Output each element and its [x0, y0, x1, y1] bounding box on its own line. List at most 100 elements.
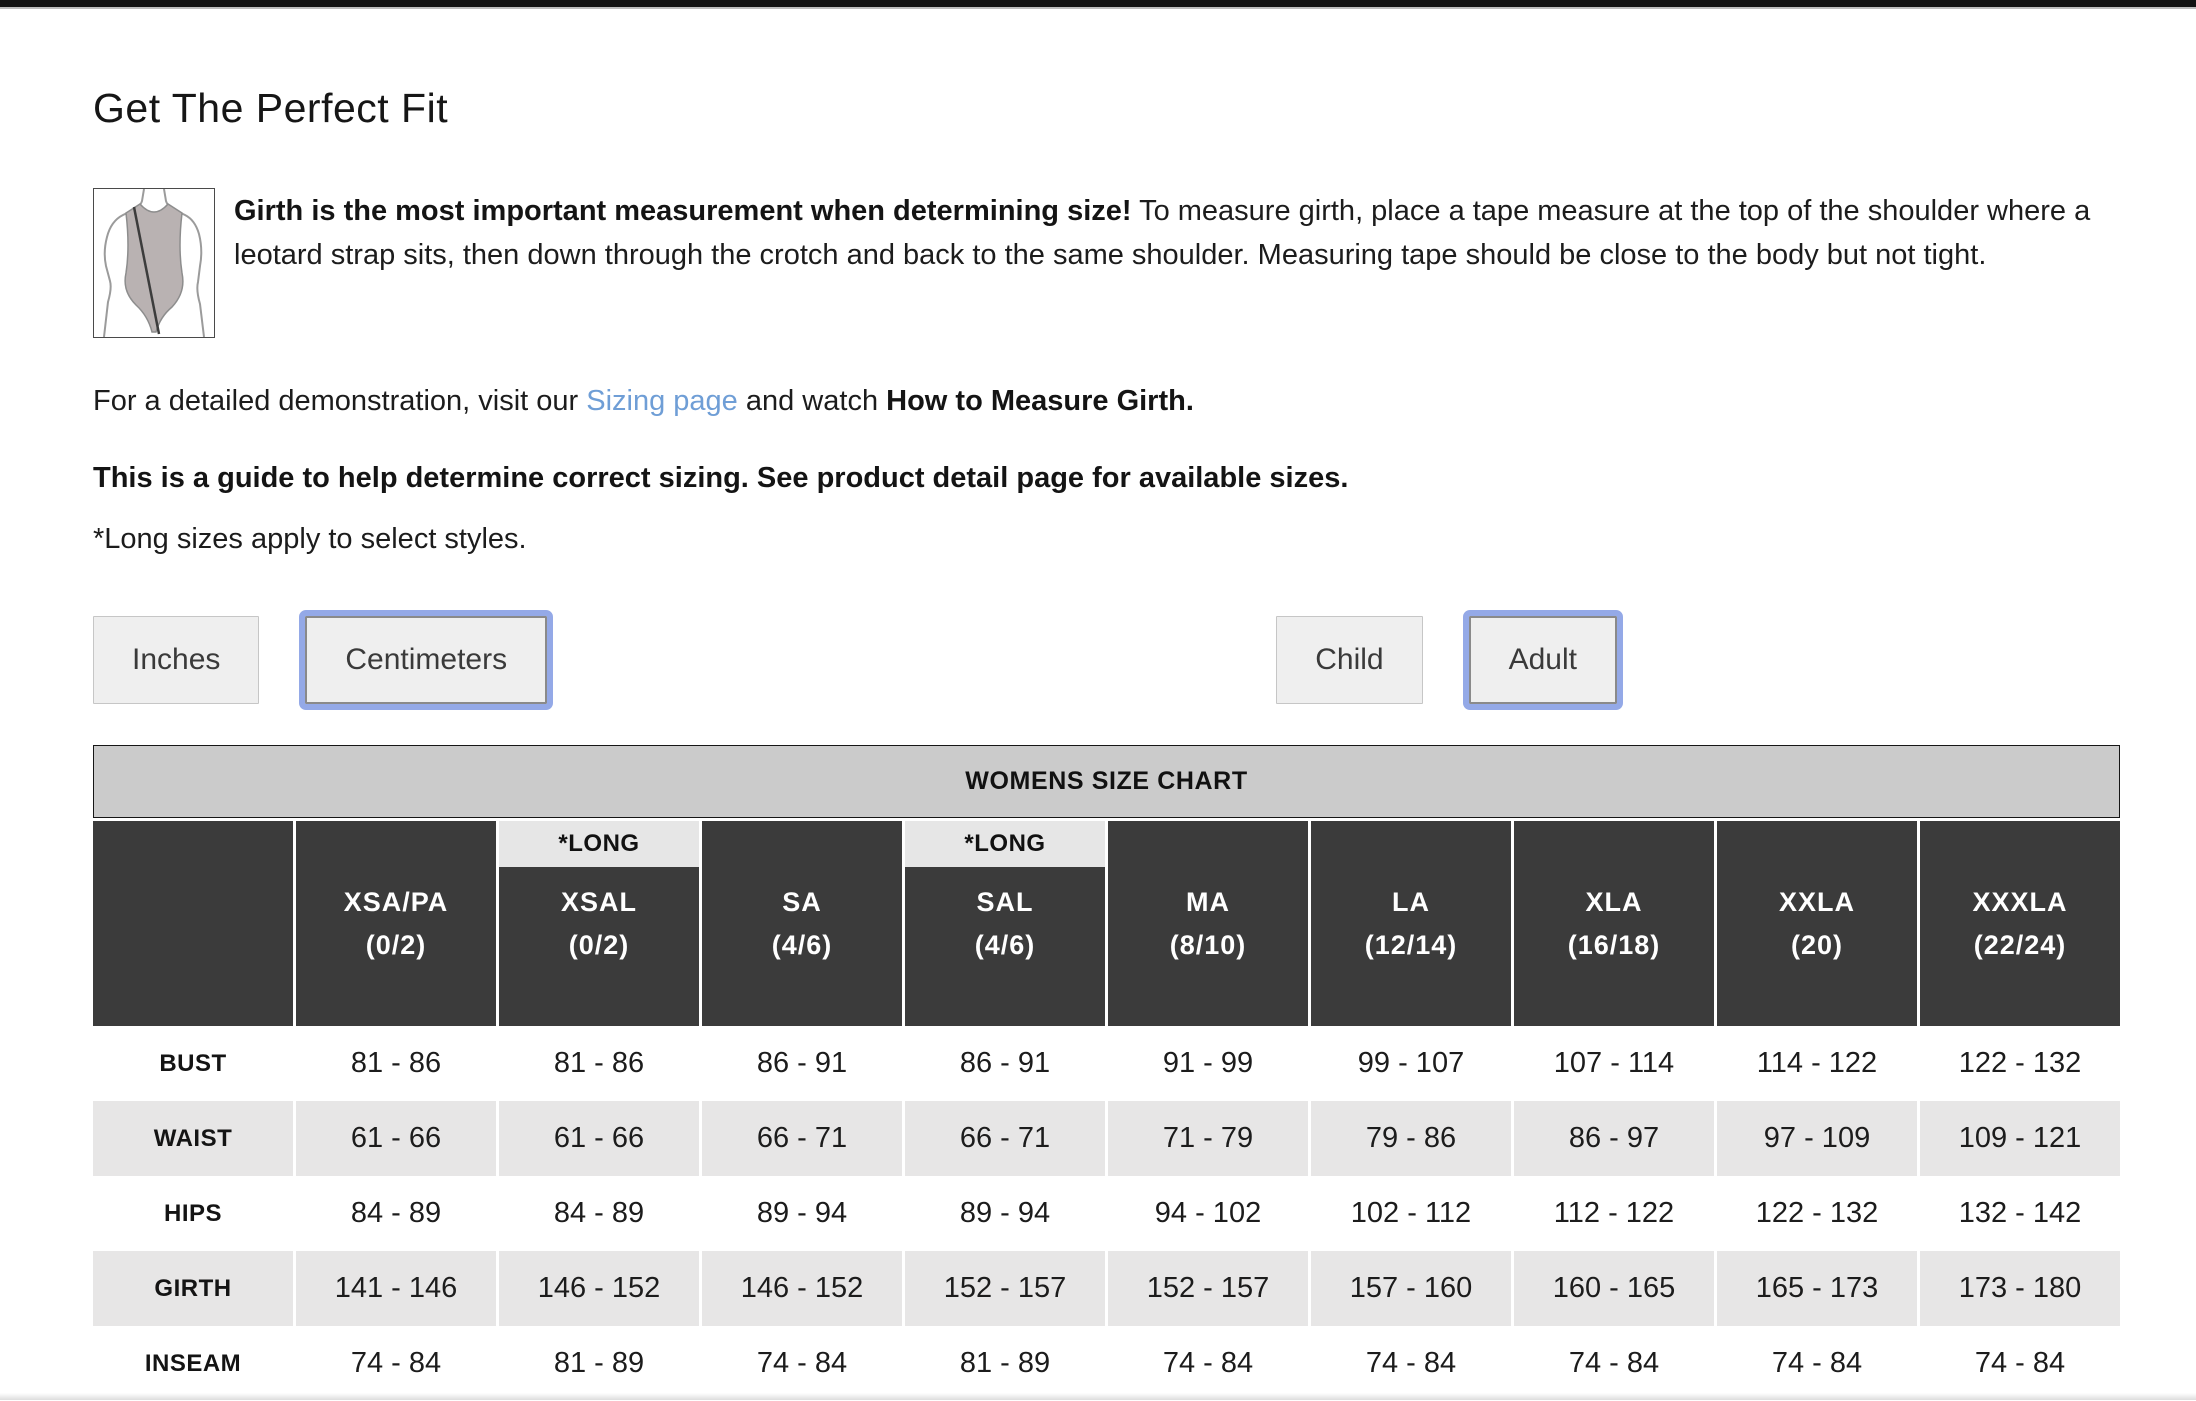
girth-intro-rest: To measure girth, place a tape measure a…	[234, 195, 2091, 271]
column-header-xxla: XXLA (20)	[1717, 821, 1917, 1026]
size-cell: 122 - 132	[1920, 1026, 2120, 1101]
column-header-sa: SA (4/6)	[702, 821, 902, 1026]
size-cell: 74 - 84	[1514, 1326, 1714, 1401]
size-cell: 84 - 89	[296, 1176, 496, 1251]
unit-toggle-group: Inches Centimeters	[93, 610, 554, 710]
top-nav-edge	[0, 0, 2196, 9]
column-size-range: (20)	[1790, 929, 1843, 960]
column-name: MA	[1186, 886, 1230, 917]
column-header-xsal: *LONG XSAL (0/2)	[499, 821, 699, 1026]
size-cell: 122 - 132	[1717, 1176, 1917, 1251]
girth-intro-section: Girth is the most important measurement …	[93, 188, 2120, 338]
size-cell: 94 - 102	[1108, 1176, 1308, 1251]
size-cell: 107 - 114	[1514, 1026, 1714, 1101]
size-cell: 81 - 89	[499, 1326, 699, 1401]
long-sizes-tag: *LONG	[499, 821, 699, 867]
size-cell: 114 - 122	[1717, 1026, 1917, 1101]
size-cell: 66 - 71	[702, 1101, 902, 1176]
girth-intro-text: Girth is the most important measurement …	[234, 188, 2099, 338]
size-cell: 89 - 94	[702, 1176, 902, 1251]
page-title: Get The Perfect Fit	[93, 85, 449, 131]
column-name: XSA/PA	[343, 886, 449, 917]
leotard-figure-icon	[103, 189, 205, 337]
size-cell: 74 - 84	[702, 1326, 902, 1401]
column-header-ma: MA (8/10)	[1108, 821, 1308, 1026]
size-cell: 89 - 94	[905, 1176, 1105, 1251]
size-cell: 152 - 157	[905, 1251, 1105, 1326]
column-name: XLA	[1585, 886, 1643, 917]
page-bottom-edge	[0, 1393, 2196, 1400]
size-cell: 61 - 66	[296, 1101, 496, 1176]
column-header-sal: *LONG SAL (4/6)	[905, 821, 1105, 1026]
size-cell: 79 - 86	[1311, 1101, 1511, 1176]
long-sizes-tag: *LONG	[905, 821, 1105, 867]
size-cell: 86 - 91	[905, 1026, 1105, 1101]
size-chart-title: WOMENS SIZE CHART	[93, 745, 2120, 818]
guide-note: This is a guide to help determine correc…	[93, 462, 1349, 494]
size-cell: 165 - 173	[1717, 1251, 1917, 1326]
demo-line: For a detailed demonstration, visit our …	[93, 385, 2120, 418]
row-label-bust: BUST	[93, 1026, 293, 1101]
demo-bold: How to Measure Girth.	[886, 385, 1194, 417]
size-cell: 99 - 107	[1311, 1026, 1511, 1101]
size-cell: 160 - 165	[1514, 1251, 1714, 1326]
size-cell: 146 - 152	[499, 1251, 699, 1326]
girth-measurement-image	[93, 188, 215, 338]
size-cell: 71 - 79	[1108, 1101, 1308, 1176]
column-header-xsa-pa: XSA/PA (0/2)	[296, 821, 496, 1026]
column-size-range: (0/2)	[365, 929, 427, 960]
centimeters-button[interactable]: Centimeters	[299, 610, 554, 710]
column-name: XXLA	[1778, 886, 1855, 917]
womens-size-chart: WOMENS SIZE CHART XSA/PA (0/2) *LONG XSAL (0…	[93, 745, 2120, 1401]
column-size-range: (22/24)	[1973, 929, 2067, 960]
row-label-waist: WAIST	[93, 1101, 293, 1176]
size-cell: 91 - 99	[1108, 1026, 1308, 1101]
long-sizes-note: *Long sizes apply to select styles.	[93, 523, 527, 555]
column-size-range: (0/2)	[568, 929, 630, 960]
size-cell: 173 - 180	[1920, 1251, 2120, 1326]
row-label-hips: HIPS	[93, 1176, 293, 1251]
chart-toggles: Inches Centimeters Child Adult	[93, 610, 2120, 710]
girth-intro-bold: Girth is the most important measurement …	[234, 195, 1132, 227]
size-cell: 74 - 84	[1311, 1326, 1511, 1401]
size-cell: 66 - 71	[905, 1101, 1105, 1176]
demo-prefix: For a detailed demonstration, visit our	[93, 385, 587, 417]
column-header-xla: XLA (16/18)	[1514, 821, 1714, 1026]
size-cell: 86 - 91	[702, 1026, 902, 1101]
size-cell: 97 - 109	[1717, 1101, 1917, 1176]
column-name: LA	[1392, 886, 1430, 917]
size-cell: 102 - 112	[1311, 1176, 1511, 1251]
sizing-page: Get The Perfect Fit Girth is the most im…	[0, 85, 2196, 1401]
size-cell: 84 - 89	[499, 1176, 699, 1251]
size-cell: 74 - 84	[1717, 1326, 1917, 1401]
size-cell: 74 - 84	[296, 1326, 496, 1401]
size-chart-grid: XSA/PA (0/2) *LONG XSAL (0/2) SA (4/6) *LONG SAL…	[93, 821, 2120, 1401]
size-cell: 81 - 86	[499, 1026, 699, 1101]
column-name: XXXLA	[1972, 886, 2068, 917]
column-name: SA	[782, 886, 822, 917]
inches-button[interactable]: Inches	[93, 616, 260, 704]
column-size-range: (8/10)	[1169, 929, 1247, 960]
size-cell: 61 - 66	[499, 1101, 699, 1176]
size-cell: 109 - 121	[1920, 1101, 2120, 1176]
size-cell: 81 - 89	[905, 1326, 1105, 1401]
sizing-page-link[interactable]: Sizing page	[586, 385, 738, 417]
adult-button[interactable]: Adult	[1462, 610, 1624, 710]
column-header-la: LA (12/14)	[1311, 821, 1511, 1026]
column-size-range: (4/6)	[974, 929, 1036, 960]
size-cell: 74 - 84	[1108, 1326, 1308, 1401]
size-cell: 157 - 160	[1311, 1251, 1511, 1326]
column-size-range: (16/18)	[1567, 929, 1661, 960]
size-cell: 86 - 97	[1514, 1101, 1714, 1176]
row-label-inseam: INSEAM	[93, 1326, 293, 1401]
size-cell: 112 - 122	[1514, 1176, 1714, 1251]
column-size-range: (12/14)	[1364, 929, 1458, 960]
size-cell: 81 - 86	[296, 1026, 496, 1101]
column-name: XSAL	[560, 886, 637, 917]
child-button[interactable]: Child	[1276, 616, 1423, 704]
column-header-blank	[93, 821, 293, 1026]
column-name: SAL	[976, 886, 1034, 917]
age-toggle-group: Child Adult	[1276, 610, 1624, 710]
column-header-xxxla: XXXLA (22/24)	[1920, 821, 2120, 1026]
demo-mid: and watch	[737, 385, 887, 417]
